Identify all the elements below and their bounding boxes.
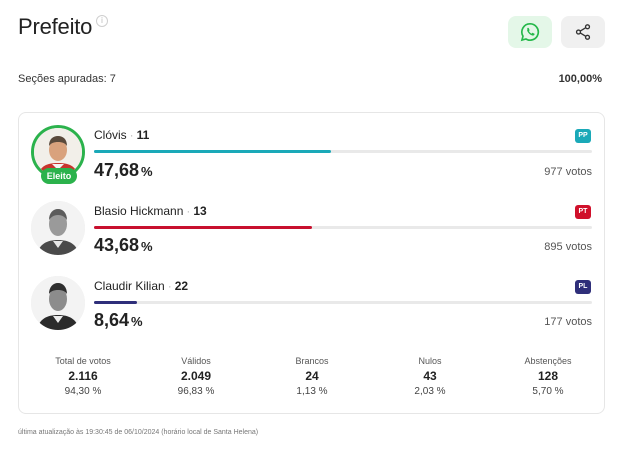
percent-unit: % xyxy=(141,239,153,254)
stat-percent: 5,70 % xyxy=(532,386,564,397)
avatar xyxy=(31,201,85,255)
stat-value: 128 xyxy=(537,369,559,383)
candidate-name: Clóvis xyxy=(94,128,127,142)
percent-counted: 100,00% xyxy=(558,73,602,85)
candidate-name-line: Clóvis · 11 xyxy=(94,128,150,142)
stat-blank: Brancos 24 1,13 % xyxy=(252,356,372,397)
candidate-name-line: Claudir Kilian · 22 xyxy=(94,279,189,293)
stat-label: Nulos xyxy=(418,356,442,366)
stat-percent: 94,30 % xyxy=(64,386,102,397)
vote-bar xyxy=(94,226,592,229)
candidate-votes: 177 votos xyxy=(544,316,592,328)
candidate-votes: 977 votos xyxy=(544,166,592,178)
stat-null: Nulos 43 2,03 % xyxy=(370,356,490,397)
stat-value: 2.049 xyxy=(180,369,212,383)
party-badge: PL xyxy=(575,280,591,294)
avatar xyxy=(31,276,85,330)
stat-percent: 1,13 % xyxy=(296,386,328,397)
stat-percent: 96,83 % xyxy=(177,386,215,397)
vote-bar xyxy=(94,301,592,304)
candidate-number: 11 xyxy=(136,128,150,142)
vote-bar-fill xyxy=(94,301,138,304)
stat-total-votes: Total de votos 2.116 94,30 % xyxy=(23,356,143,397)
candidate-number: 22 xyxy=(174,279,189,293)
stat-percent: 2,03 % xyxy=(414,386,446,397)
candidate-percent: 8,64% xyxy=(94,310,143,331)
candidate-number: 13 xyxy=(193,204,207,218)
whatsapp-icon xyxy=(520,22,540,42)
stat-label: Brancos xyxy=(295,356,329,366)
stat-label: Total de votos xyxy=(55,356,111,366)
candidate-name-line: Blasio Hickmann · 13 xyxy=(94,204,207,218)
percent-unit: % xyxy=(131,314,143,329)
whatsapp-share-button[interactable] xyxy=(508,16,552,48)
info-icon[interactable]: i xyxy=(96,15,108,27)
candidate-name: Blasio Hickmann xyxy=(94,204,184,218)
percent-value: 47,68 xyxy=(94,160,140,180)
stat-value: 24 xyxy=(305,369,319,383)
candidate-name: Claudir Kilian xyxy=(94,279,165,293)
share-button[interactable] xyxy=(561,16,605,48)
vote-bar-fill xyxy=(94,150,332,153)
stat-value: 43 xyxy=(423,369,437,383)
candidate-row[interactable]: Claudir Kilian · 22 PL 8,64% 177 votos xyxy=(19,276,606,346)
candidate-row[interactable]: Blasio Hickmann · 13 PT 43,68% 895 votos xyxy=(19,201,606,271)
page-title: Prefeito xyxy=(18,14,93,39)
candidate-row[interactable]: Eleito Clóvis · 11 PP 47,68% 977 votos xyxy=(19,125,606,195)
party-badge: PT xyxy=(575,205,591,219)
percent-value: 43,68 xyxy=(94,235,140,255)
totals-row: Total de votos 2.116 94,30 % Válidos 2.0… xyxy=(19,356,606,406)
candidate-votes: 895 votos xyxy=(544,241,592,253)
share-icon xyxy=(575,24,591,40)
vote-bar xyxy=(94,150,592,153)
stat-label: Abstenções xyxy=(524,356,572,366)
percent-unit: % xyxy=(141,164,153,179)
stat-valid: Válidos 2.049 96,83 % xyxy=(136,356,256,397)
sections-counted: Seções apuradas: 7 xyxy=(18,73,116,85)
party-badge: PP xyxy=(575,129,591,143)
percent-value: 8,64 xyxy=(94,310,130,330)
last-updated: última atualização às 19:30:45 de 06/10/… xyxy=(18,429,259,436)
elected-badge: Eleito xyxy=(41,168,77,184)
stat-label: Válidos xyxy=(181,356,211,366)
candidate-percent: 47,68% xyxy=(94,160,153,181)
vote-bar-fill xyxy=(94,226,312,229)
candidate-percent: 43,68% xyxy=(94,235,153,256)
results-card: Eleito Clóvis · 11 PP 47,68% 977 votos Bla… xyxy=(18,112,605,414)
stat-abstentions: Abstenções 128 5,70 % xyxy=(488,356,608,397)
stat-value: 2.116 xyxy=(68,369,98,383)
